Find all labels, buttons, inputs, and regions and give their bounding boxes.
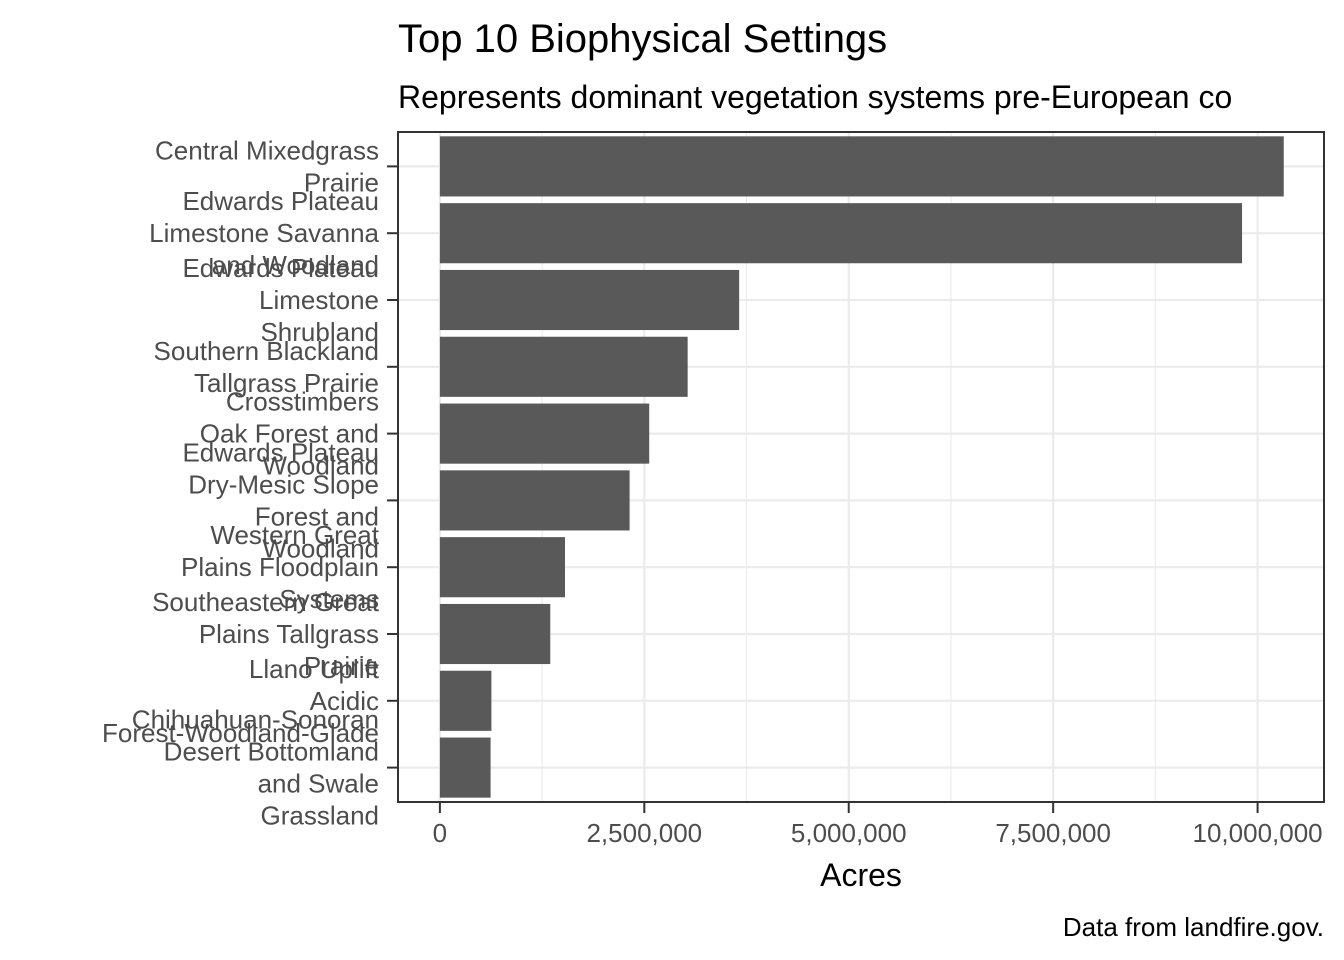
bar xyxy=(439,670,492,731)
bar xyxy=(439,603,551,665)
x-axis: 0 2,500,000 5,000,000 7,500,000 10,000,000 xyxy=(433,802,1323,848)
bars xyxy=(439,136,1284,798)
y-tick-label: Dry-Mesic Slope xyxy=(188,469,379,499)
y-tick-label: Southern Blackland xyxy=(154,336,379,366)
y-tick-label: Southeastern Great xyxy=(152,587,380,617)
x-tick-label: 2,500,000 xyxy=(586,818,702,848)
y-tick-label: Shrubland xyxy=(260,317,379,347)
y-tick-label: Central Mixedgrass xyxy=(155,135,379,165)
bar xyxy=(439,470,630,531)
bar xyxy=(439,537,565,598)
y-tick-label: Systems xyxy=(279,584,379,614)
y-tick-label: Edwards Plateau xyxy=(182,253,379,283)
y-tick-label: Western Great xyxy=(210,520,379,550)
y-tick-label: Limestone xyxy=(259,285,379,315)
bar xyxy=(439,403,650,464)
y-tick-label: Limestone Savanna xyxy=(149,218,379,248)
bar xyxy=(439,336,688,397)
chart-caption: Data from landfire.gov. xyxy=(1063,912,1324,942)
bar xyxy=(439,203,1243,264)
y-tick-label: Forest-Woodland-Glade xyxy=(102,718,379,748)
bar xyxy=(439,136,1284,197)
y-tick-label: Crosstimbers xyxy=(226,387,379,417)
bar xyxy=(439,269,740,331)
y-tick-label: Woodland xyxy=(262,533,379,563)
y-tick-label: Edwards Plateau xyxy=(182,186,379,216)
x-tick-label: 0 xyxy=(433,818,447,848)
y-tick-label: Prairie xyxy=(304,167,379,197)
y-tick-label: Llano Uplift xyxy=(249,654,380,684)
y-tick-label: Grassland xyxy=(261,801,380,831)
chart-subtitle: Represents dominant vegetation systems p… xyxy=(398,79,1232,115)
y-tick-label: Edwards Plateau xyxy=(182,437,379,467)
y-tick-label: Woodland xyxy=(262,451,379,481)
bar xyxy=(439,737,491,798)
y-tick-label: Chihuahuan-Sonoran xyxy=(132,705,379,735)
y-tick-label: and Woodland xyxy=(212,250,379,280)
x-tick-label: 5,000,000 xyxy=(791,818,907,848)
y-tick-label: Tallgrass Prairie xyxy=(194,368,379,398)
y-tick-label: Plains Tallgrass xyxy=(199,619,379,649)
y-tick-label: Forest and xyxy=(255,501,379,531)
y-tick-label: Desert Bottomland xyxy=(164,737,379,767)
y-tick-label: Oak Forest and xyxy=(200,419,379,449)
y-tick-label: Prairie xyxy=(304,651,379,681)
x-tick-label: 7,500,000 xyxy=(995,818,1111,848)
chart-title: Top 10 Biophysical Settings xyxy=(398,17,887,61)
y-tick-label: Acidic xyxy=(310,686,379,716)
plot-panel-border xyxy=(397,131,1325,803)
x-axis-title: Acres xyxy=(820,857,902,893)
x-tick-label: 10,000,000 xyxy=(1193,818,1323,848)
y-tick-label: and Swale xyxy=(258,769,379,799)
y-tick-label: Plains Floodplain xyxy=(181,552,379,582)
